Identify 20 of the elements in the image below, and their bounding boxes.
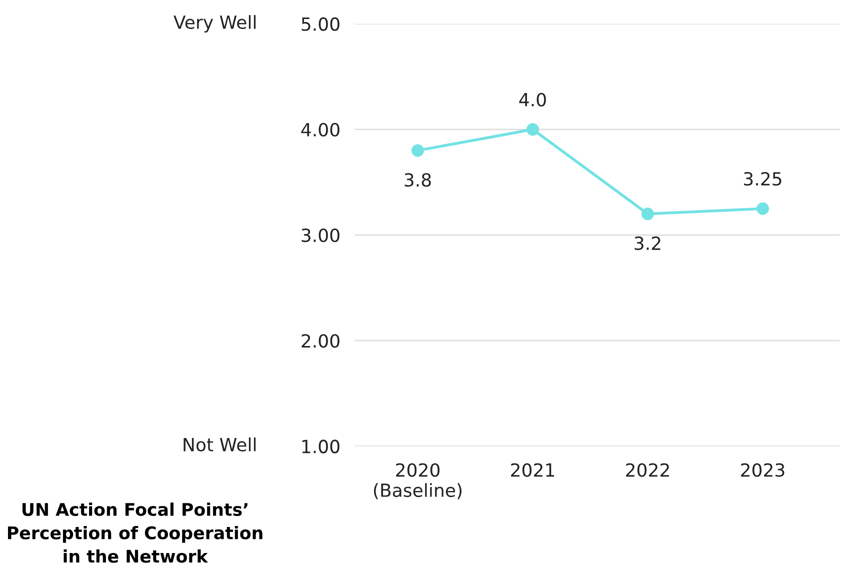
data-label: 3.2 bbox=[634, 236, 660, 250]
text: Not Well bbox=[184, 437, 256, 452]
x-tick-label: 2020 (Baseline) bbox=[374, 463, 462, 500]
y-tick-label: 5.00 bbox=[302, 17, 340, 31]
data-label: 4.0 bbox=[519, 92, 546, 106]
text: UN Action Focal Points’ Perception of Cooperation in the Network bbox=[8, 502, 262, 563]
point bbox=[411, 144, 424, 157]
point bbox=[756, 202, 769, 215]
text: Very Well bbox=[174, 15, 256, 33]
data-label: 3.8 bbox=[404, 173, 431, 187]
point bbox=[526, 123, 539, 136]
y-tick-label: 2.00 bbox=[302, 334, 340, 348]
point bbox=[641, 208, 654, 220]
y-tick-label: 1.00 bbox=[302, 440, 340, 454]
x-tick-label: 2023 bbox=[741, 463, 784, 477]
data-label: 3.25 bbox=[744, 172, 782, 186]
y-tick-label: 4.00 bbox=[301, 122, 340, 137]
x-tick-label: 2021 bbox=[511, 463, 554, 477]
x-tick-label: 2022 bbox=[626, 463, 669, 477]
y-tick-label: 3.00 bbox=[302, 228, 340, 242]
